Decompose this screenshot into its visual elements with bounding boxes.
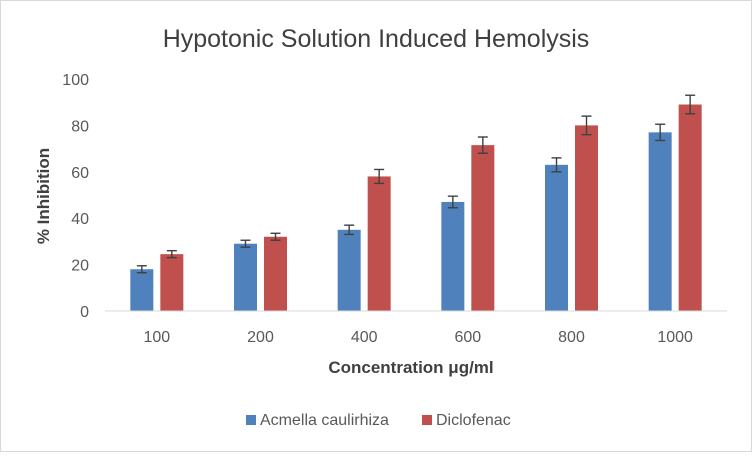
bar-acmella-caulirhiza-600	[441, 201, 465, 311]
y-tick-label: 40	[71, 211, 89, 228]
x-tick-label: 400	[351, 329, 378, 346]
x-tick-label: 1000	[657, 329, 693, 346]
y-tick-label: 80	[71, 118, 89, 135]
legend-swatch	[422, 415, 432, 425]
bar-acmella-caulirhiza-1000	[648, 132, 672, 311]
x-axis-title: Concentration μg/ml	[328, 358, 493, 377]
y-tick-label: 60	[71, 165, 89, 182]
x-tick-label: 600	[454, 329, 481, 346]
y-tick-label: 0	[80, 304, 89, 321]
bar-diclofenac-800	[575, 125, 598, 312]
x-tick-label: 800	[558, 329, 585, 346]
bar-acmella-caulirhiza-200	[234, 243, 257, 311]
legend: Acmella caulirhiza Diclofenac	[246, 412, 511, 429]
y-tick-label: 100	[62, 72, 89, 89]
bar-diclofenac-100	[160, 254, 184, 311]
x-tick-label: 200	[247, 329, 274, 346]
y-axis-title: % Inhibition	[34, 148, 53, 244]
y-axis-ticks: 0 20 40 60 80 100	[62, 72, 89, 321]
bar-acmella-caulirhiza-400	[337, 229, 361, 311]
bar-diclofenac-200	[264, 236, 287, 311]
bar-acmella-caulirhiza-100	[130, 269, 154, 311]
y-tick-label: 20	[71, 258, 89, 275]
bars	[130, 94, 702, 312]
chart-title: Hypotonic Solution Induced Hemolysis	[163, 25, 590, 53]
legend-label: Diclofenac	[436, 412, 511, 429]
bar-diclofenac-1000	[678, 104, 702, 312]
legend-swatch	[246, 415, 256, 425]
x-tick-label: 100	[143, 329, 170, 346]
legend-label: Acmella caulirhiza	[260, 412, 389, 429]
bar-diclofenac-600	[471, 145, 495, 311]
x-axis-ticks: 100 200 400 600 800 1000	[143, 329, 693, 346]
bar-acmella-caulirhiza-800	[545, 164, 568, 311]
bar-diclofenac-400	[367, 176, 391, 311]
